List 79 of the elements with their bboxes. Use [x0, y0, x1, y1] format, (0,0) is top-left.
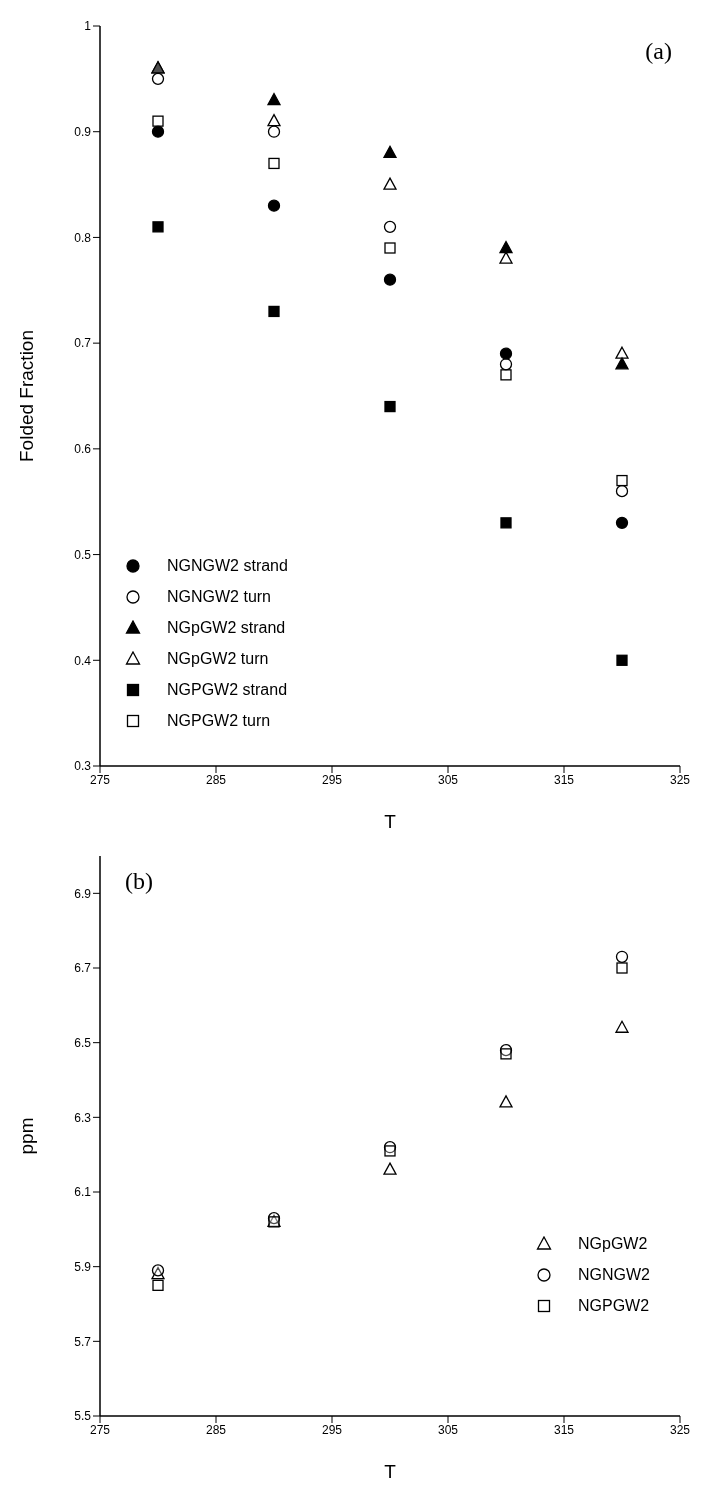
legend-label: NGPGW2 strand — [167, 680, 288, 700]
x-tick-label: 315 — [553, 1422, 575, 1437]
point — [615, 357, 629, 370]
y-tick-label: 6.9 — [74, 886, 92, 901]
point — [152, 221, 164, 233]
point — [500, 517, 512, 529]
y-tick-label: 0.8 — [74, 230, 92, 245]
legend-label: NGPGW2 — [578, 1296, 650, 1316]
point — [384, 242, 396, 254]
point — [267, 92, 281, 106]
point — [500, 1048, 512, 1060]
x-tick-label: 275 — [89, 1422, 111, 1437]
x-tick-label: 275 — [89, 772, 111, 787]
y-tick-label: 0.7 — [74, 336, 92, 351]
y-axis-title: Folded Fraction — [15, 329, 37, 463]
y-tick-label: 0.9 — [74, 124, 92, 139]
point — [615, 346, 629, 359]
x-tick-label: 325 — [669, 1422, 691, 1437]
annotation: (a) — [645, 38, 672, 65]
y-tick-label: 0.5 — [74, 547, 92, 562]
x-tick-label: 285 — [205, 1422, 227, 1437]
point — [615, 484, 629, 498]
point — [151, 72, 165, 86]
point — [383, 220, 397, 234]
legend-label: NGPGW2 turn — [167, 711, 271, 731]
x-tick-label: 285 — [205, 772, 227, 787]
y-tick-label: 5.7 — [74, 1334, 92, 1349]
y-tick-label: 1 — [84, 19, 92, 34]
y-tick-label: 6.1 — [74, 1185, 92, 1200]
point — [499, 240, 513, 254]
point — [267, 125, 281, 138]
legend-label: NGpGW2 — [578, 1234, 648, 1254]
legend-label: NGpGW2 turn — [167, 649, 269, 669]
y-tick-label: 6.3 — [74, 1110, 92, 1125]
point — [616, 962, 628, 974]
point — [616, 654, 628, 666]
legend-label: NGNGW2 turn — [167, 587, 272, 607]
point — [384, 400, 396, 413]
point — [383, 145, 397, 159]
x-tick-label: 325 — [669, 772, 691, 787]
y-tick-label: 6.5 — [74, 1035, 92, 1050]
point — [267, 199, 281, 212]
point — [383, 177, 397, 190]
y-tick-label: 0.6 — [74, 442, 92, 457]
point — [268, 305, 280, 318]
point — [384, 1145, 396, 1157]
point — [500, 369, 512, 381]
y-axis-title: ppm — [15, 1117, 37, 1155]
point — [152, 1279, 164, 1291]
legend-label: NGNGW2 — [578, 1265, 650, 1285]
point — [151, 125, 165, 138]
legend-label: NGpGW2 strand — [167, 618, 286, 638]
point — [499, 347, 513, 360]
point — [383, 273, 397, 286]
point — [615, 950, 629, 963]
point — [499, 1095, 513, 1108]
point — [267, 113, 281, 127]
x-tick-label: 295 — [321, 1422, 343, 1437]
x-tick-label: 315 — [553, 772, 575, 787]
x-axis-title: T — [384, 811, 397, 832]
y-tick-label: 0.4 — [74, 653, 92, 668]
x-tick-label: 295 — [321, 772, 343, 787]
legend-label: NGNGW2 strand — [167, 556, 288, 576]
point — [615, 516, 629, 530]
point — [615, 1020, 629, 1033]
y-tick-label: 6.7 — [74, 961, 92, 976]
x-tick-label: 305 — [437, 772, 459, 787]
y-tick-label: 5.5 — [74, 1409, 92, 1424]
y-tick-label: 0.3 — [74, 759, 92, 774]
point — [268, 157, 280, 170]
point — [499, 358, 513, 371]
x-axis-title: T — [384, 1461, 397, 1482]
point — [383, 1162, 397, 1175]
point — [152, 115, 164, 127]
point — [499, 251, 513, 264]
x-tick-label: 305 — [437, 1422, 459, 1437]
point — [616, 474, 628, 487]
annotation: (b) — [125, 868, 153, 895]
y-tick-label: 5.9 — [74, 1259, 92, 1274]
